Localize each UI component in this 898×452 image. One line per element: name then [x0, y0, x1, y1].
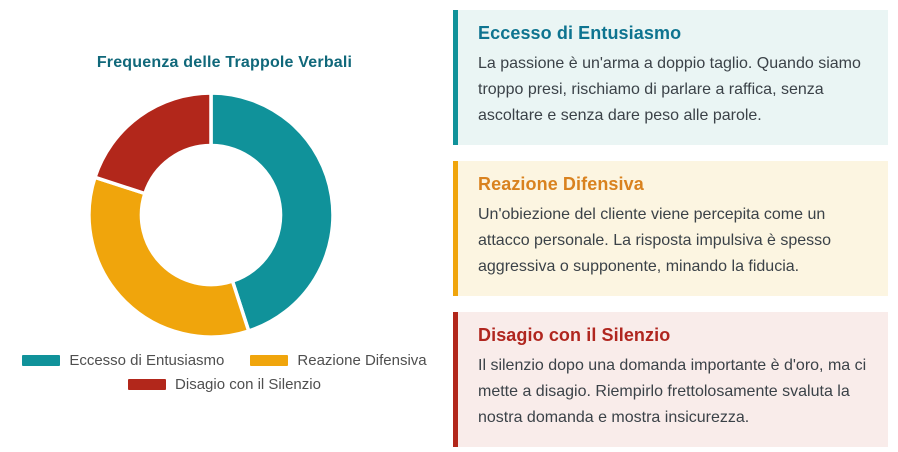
legend-row-2: Disagio con il Silenzio: [128, 376, 321, 393]
legend-row-1: Eccesso di Entusiasmo Reazione Difensiva: [22, 352, 427, 369]
card-title: Eccesso di Entusiasmo: [478, 23, 682, 43]
card-body: La passione è un'arma a doppio taglio. Q…: [478, 55, 861, 124]
card-eccesso-di-entusiasmo: Eccesso di Entusiasmo La passione è un'a…: [453, 10, 888, 145]
legend-label: Disagio con il Silenzio: [175, 376, 321, 393]
legend-swatch-orange-icon: [250, 355, 289, 366]
card-body: Il silenzio dopo una domanda importante …: [478, 357, 867, 426]
donut-slice-1[interactable]: [87, 175, 251, 339]
card-disagio-con-il-silenzio: Disagio con il Silenzio Il silenzio dopo…: [453, 312, 888, 447]
donut-slice-0[interactable]: [209, 91, 335, 333]
donut-chart-area: [81, 85, 341, 345]
legend-label: Eccesso di Entusiasmo: [69, 352, 225, 369]
legend-item-eccesso-di-entusiasmo[interactable]: Eccesso di Entusiasmo: [22, 352, 224, 369]
chart-legend: Eccesso di Entusiasmo Reazione Difensiva…: [0, 352, 449, 393]
legend-swatch-teal-icon: [22, 355, 61, 366]
legend-swatch-red-icon: [128, 379, 167, 390]
card-title: Disagio con il Silenzio: [478, 325, 671, 345]
chart-title: Frequenza delle Trappole Verbali: [96, 54, 353, 71]
cards-panel: Eccesso di Entusiasmo La passione è un'a…: [453, 10, 888, 447]
legend-label: Reazione Difensiva: [297, 352, 427, 369]
legend-item-reazione-difensiva[interactable]: Reazione Difensiva: [250, 352, 427, 369]
card-title: Reazione Difensiva: [478, 174, 644, 194]
donut-chart[interactable]: [81, 85, 341, 345]
chart-panel: Frequenza delle Trappole Verbali Eccesso…: [0, 54, 449, 393]
card-body: Un'obiezione del cliente viene percepita…: [478, 206, 832, 275]
legend-item-disagio-con-il-silenzio[interactable]: Disagio con il Silenzio: [128, 376, 321, 393]
donut-slice-2[interactable]: [93, 91, 213, 196]
card-reazione-difensiva: Reazione Difensiva Un'obiezione del clie…: [453, 161, 888, 296]
